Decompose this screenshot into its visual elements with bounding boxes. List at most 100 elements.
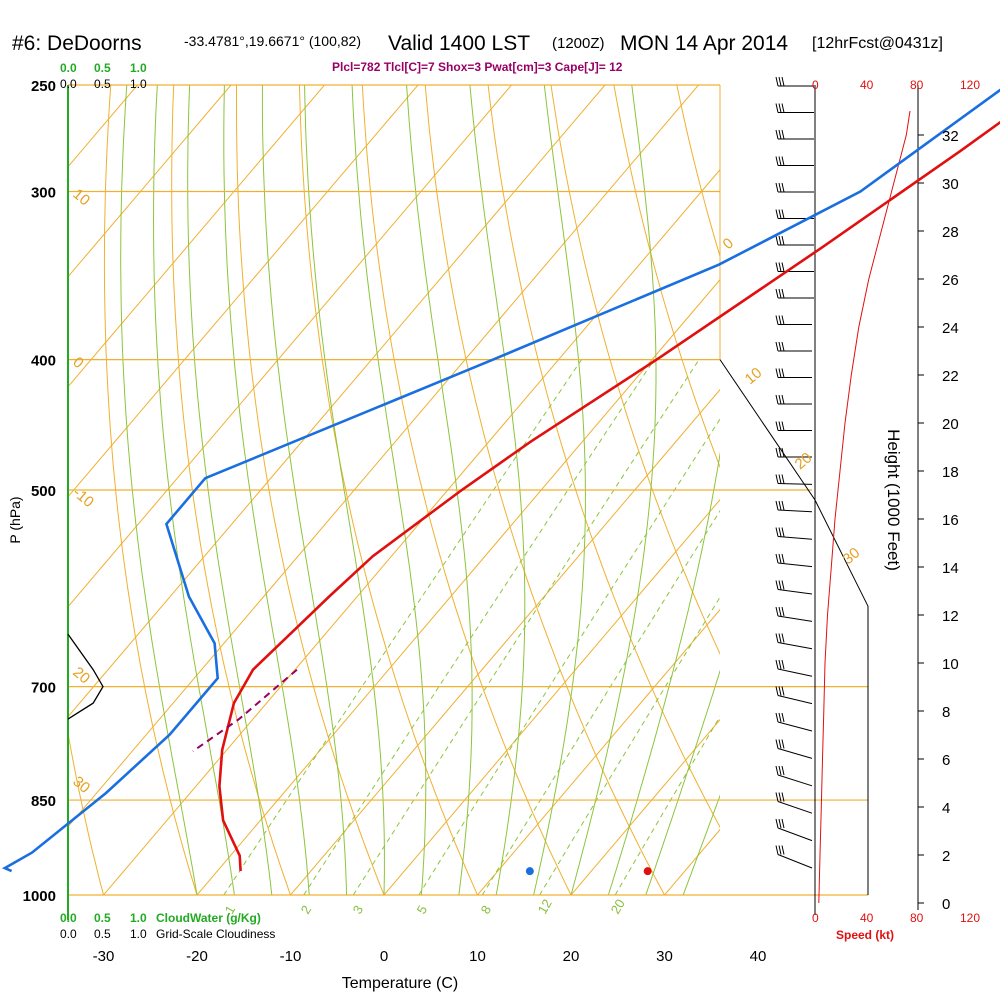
wind-barb-feather [778, 209, 782, 219]
wind-barb-feather [775, 712, 779, 723]
wind-barb-feather [778, 818, 782, 829]
isotherm-line [383, 498, 720, 895]
pressure-tick-label: 1000 [23, 888, 56, 905]
wind-barb-feather [775, 368, 779, 378]
station-coords: -33.4781°,19.6671° (100,82) [184, 33, 361, 49]
speed-bottom-80: 80 [910, 911, 924, 925]
mixing-ratio-line [303, 359, 655, 895]
height-tick-label: 18 [942, 464, 959, 481]
wind-barb-feather [781, 686, 785, 696]
wind-barb-feather [775, 553, 779, 564]
isotherm-line [68, 85, 232, 278]
wind-barb-feather [775, 209, 779, 219]
wind-barb-feather [775, 580, 779, 590]
height-tick-label: 30 [942, 176, 959, 193]
wind-barb [777, 721, 813, 732]
wind-barb-feather [775, 739, 779, 749]
moist-adiabat-line [645, 669, 720, 895]
wind-barb-feather [775, 606, 779, 617]
isotherm-line [477, 608, 720, 895]
wind-barb [777, 748, 813, 759]
height-axis-label: Height (1000 Feet) [884, 429, 903, 571]
dewpoint-line [1, 88, 1000, 873]
speed-axis-label: Speed (kt) [836, 928, 894, 942]
wind-barb-feather [778, 633, 782, 643]
temperature-tick-label: 30 [656, 948, 673, 965]
wind-barb-feather [775, 474, 779, 484]
dry-adiabat-line [298, 85, 479, 895]
height-tick-label: 6 [942, 752, 950, 769]
wind-barb-feather [775, 288, 779, 299]
height-tick-label: 22 [942, 368, 959, 385]
height-tick-label: 14 [942, 560, 959, 577]
speed-top-40: 40 [860, 78, 874, 92]
wind-barb [777, 483, 813, 485]
station-title: #6: DeDoorns [12, 32, 142, 55]
wind-barb-feather [775, 103, 779, 113]
wind-barb-feather [781, 421, 785, 431]
height-tick-label: 12 [942, 608, 959, 625]
barb-frame [719, 359, 869, 895]
speed-top-0: 0 [812, 78, 819, 92]
wind-barb-feather [778, 606, 782, 617]
wind-barb-feather [781, 182, 785, 193]
wind-barb-feather [775, 686, 779, 696]
wind-barb-feather [781, 633, 785, 643]
cloudiness-scale-bottom-0: 0.0 [60, 927, 77, 941]
wind-barb-feather [778, 553, 782, 564]
wind-barb-feather [781, 606, 785, 617]
wind-barb-feather [781, 818, 785, 829]
wind-barb-feather [775, 315, 779, 325]
cw-scale-1: 0.5 [94, 61, 111, 75]
cloudiness-scale-bottom-1: 0.5 [94, 927, 111, 941]
height-tick-label: 4 [942, 800, 950, 817]
wind-barb [777, 589, 813, 595]
wind-barb-feather [778, 421, 782, 431]
moist-adiabat-line [351, 85, 427, 895]
pressure-tick-label: 500 [31, 483, 56, 500]
temperature-tick-label: -30 [93, 948, 115, 965]
wind-barb-feather [781, 288, 785, 299]
height-tick-label: 26 [942, 272, 959, 289]
wind-barb-feather [775, 341, 779, 352]
wind-barb-feather [778, 792, 782, 802]
wind-barb-feather [778, 341, 782, 352]
dry-adiabat-line [171, 85, 292, 895]
wind-barb-feather [781, 580, 785, 590]
wind-barb-feather [778, 103, 782, 113]
wind-barb [777, 774, 813, 787]
cw-scale-bottom-2: 1.0 [130, 911, 147, 925]
wind-speed-profile [818, 110, 911, 904]
wind-barb-feather [778, 76, 782, 87]
wind-barb [777, 695, 813, 705]
wind-barb-feather [775, 792, 779, 802]
temperature-line [218, 120, 1000, 872]
wind-barb-feather [778, 156, 782, 166]
moist-adiabat-line [406, 85, 473, 895]
wind-barb-feather [775, 76, 779, 87]
cloud-scale-top: 0.0 0.5 1.0 0.0 0.5 1.0 [60, 61, 147, 91]
wind-barb [777, 536, 813, 540]
cloudwater-profile [67, 633, 104, 720]
dry-adiabat-line [68, 730, 105, 895]
moist-adiabat-line [607, 451, 720, 895]
wind-barb-feather [778, 765, 782, 776]
wind-barb-feather [778, 394, 782, 405]
wind-speed-line [818, 110, 911, 904]
height-tick-label: 32 [942, 128, 959, 145]
cloudiness-scale-1: 0.5 [94, 77, 111, 91]
wind-barb-feather [778, 659, 782, 670]
wind-barb-feather [781, 341, 785, 352]
dry-adiabat-line [236, 85, 385, 895]
wind-barb-feather [775, 633, 779, 643]
cw-scale-2: 1.0 [130, 61, 147, 75]
dry-adiabat-line [103, 85, 198, 895]
wind-barb-feather [778, 129, 782, 140]
moist-adiabat-line [261, 85, 348, 895]
wind-barb [777, 642, 813, 650]
cloud-scale-bottom: 0.0 0.5 1.0 CloudWater (g/Kg) 0.0 0.5 1.… [60, 911, 275, 941]
wind-barb-feather [781, 262, 785, 272]
wind-barb-feather [778, 712, 782, 723]
wind-barb-feather [781, 500, 785, 511]
wind-barb-feather [778, 368, 782, 378]
